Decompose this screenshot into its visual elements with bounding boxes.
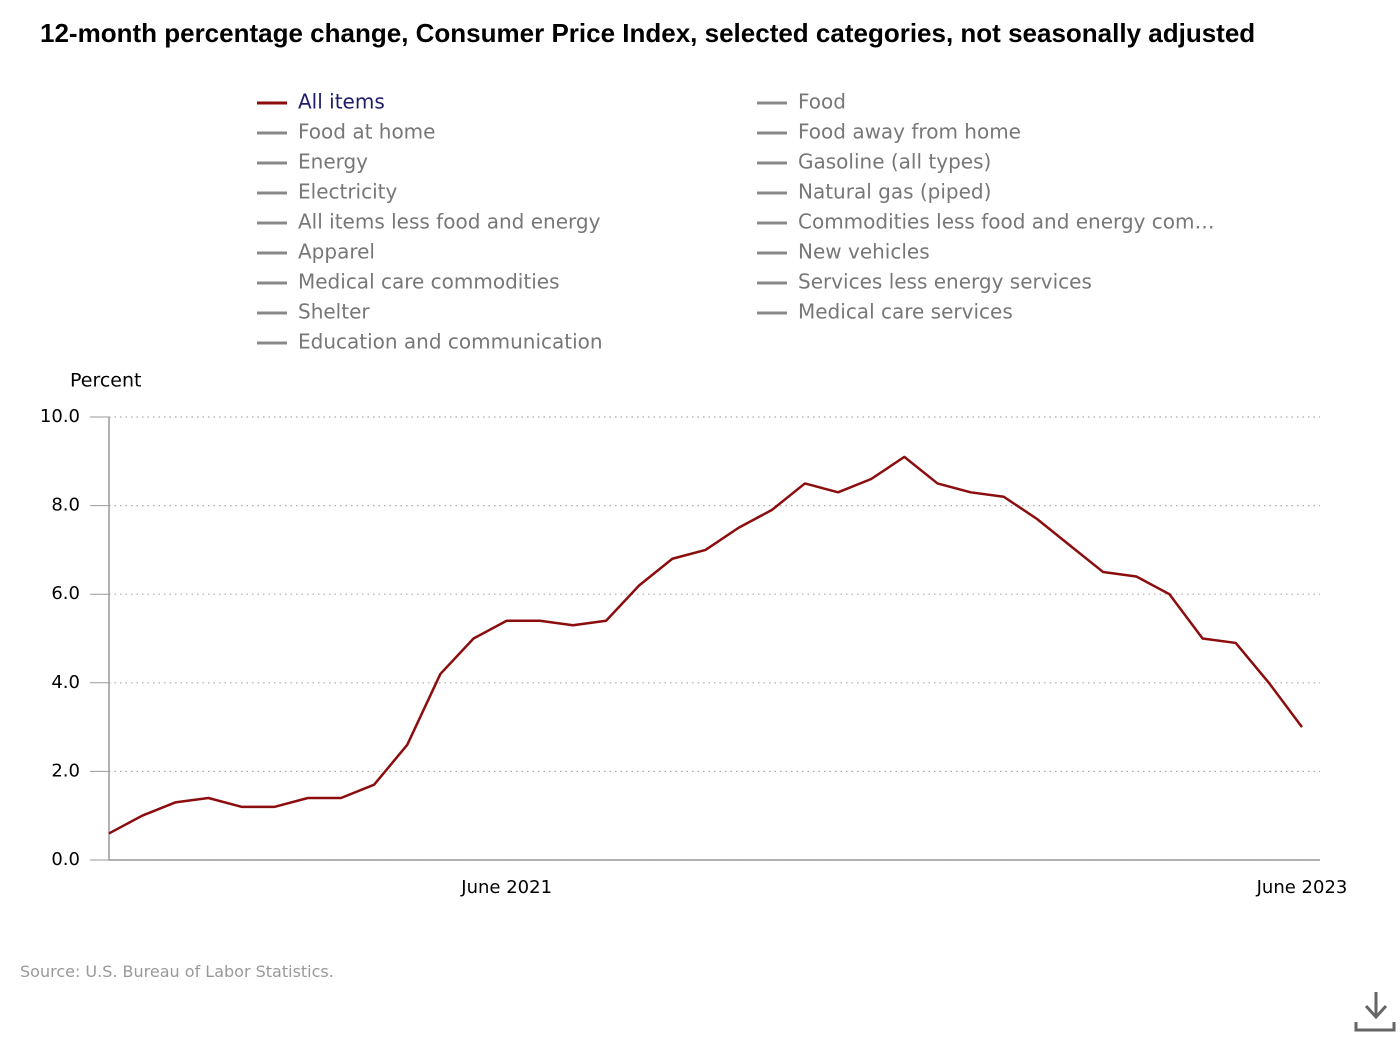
- legend-label: Food at home: [298, 120, 435, 144]
- legend-label: Apparel: [298, 240, 375, 264]
- legend-label: Food: [798, 90, 846, 114]
- legend-label: Electricity: [298, 180, 398, 204]
- legend-label: Commodities less food and energy com…: [798, 210, 1215, 234]
- chart-title: 12-month percentage change, Consumer Pri…: [40, 18, 1256, 48]
- y-tick-label: 0.0: [51, 849, 80, 870]
- y-tick-label: 6.0: [51, 583, 80, 604]
- download-tray: [1354, 1022, 1396, 1032]
- y-tick-label: 4.0: [51, 672, 80, 693]
- legend-label: Natural gas (piped): [798, 180, 991, 204]
- y-tick-label: 8.0: [51, 495, 80, 516]
- y-tick-label: 2.0: [51, 760, 80, 781]
- x-tick-label: June 2023: [1256, 877, 1348, 898]
- legend-label: Food away from home: [798, 120, 1021, 144]
- legend-label: Education and communication: [298, 330, 603, 354]
- legend-label: Medical care services: [798, 300, 1013, 324]
- y-axis-label: Percent: [70, 370, 142, 392]
- legend-label: Shelter: [298, 300, 370, 324]
- x-tick-label: June 2021: [460, 877, 552, 898]
- download-arrow: [1364, 992, 1388, 1020]
- legend-label: All items less food and energy: [298, 210, 601, 234]
- y-tick-label: 10.0: [40, 406, 80, 427]
- legend-label: All items: [298, 90, 385, 114]
- legend-label: Gasoline (all types): [798, 150, 991, 174]
- legend-label: New vehicles: [798, 240, 930, 264]
- download-icon[interactable]: [1354, 992, 1396, 1032]
- source-note: Source: U.S. Bureau of Labor Statistics.: [20, 962, 334, 981]
- series-line: [108, 455, 1304, 835]
- legend-label: Energy: [298, 150, 368, 174]
- legend-label: Services less energy services: [798, 270, 1092, 294]
- legend-label: Medical care commodities: [298, 270, 559, 294]
